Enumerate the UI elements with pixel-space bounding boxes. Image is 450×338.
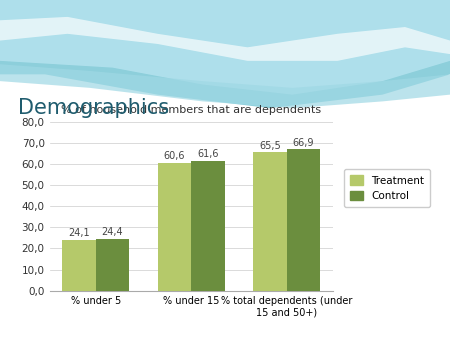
Text: 66,9: 66,9 [292, 138, 314, 148]
Bar [191, 161, 225, 291]
Bar [253, 152, 287, 291]
Bar [63, 240, 96, 291]
Polygon shape [0, 17, 450, 61]
Polygon shape [0, 0, 450, 95]
Legend: Treatment, Control: Treatment, Control [344, 169, 430, 207]
Text: 24,4: 24,4 [102, 227, 123, 237]
Polygon shape [0, 0, 450, 108]
Bar [158, 163, 191, 291]
Text: 24,1: 24,1 [68, 228, 90, 238]
Title: % of household members that are dependents: % of household members that are dependen… [61, 105, 321, 115]
Text: 60,6: 60,6 [164, 151, 185, 161]
Text: 65,5: 65,5 [259, 141, 281, 151]
Text: Demographics: Demographics [18, 98, 169, 118]
Polygon shape [0, 64, 450, 108]
Bar [96, 239, 129, 291]
Bar [287, 149, 320, 291]
Text: 61,6: 61,6 [197, 149, 219, 159]
